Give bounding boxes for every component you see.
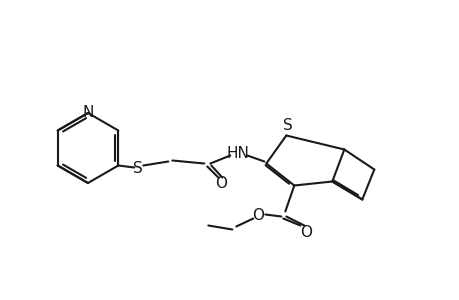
Text: O: O	[252, 208, 264, 223]
Text: S: S	[283, 118, 292, 133]
Text: N: N	[82, 104, 94, 119]
Text: O: O	[300, 225, 312, 240]
Text: S: S	[133, 161, 143, 176]
Text: O: O	[215, 176, 227, 191]
Text: HN: HN	[226, 146, 249, 161]
